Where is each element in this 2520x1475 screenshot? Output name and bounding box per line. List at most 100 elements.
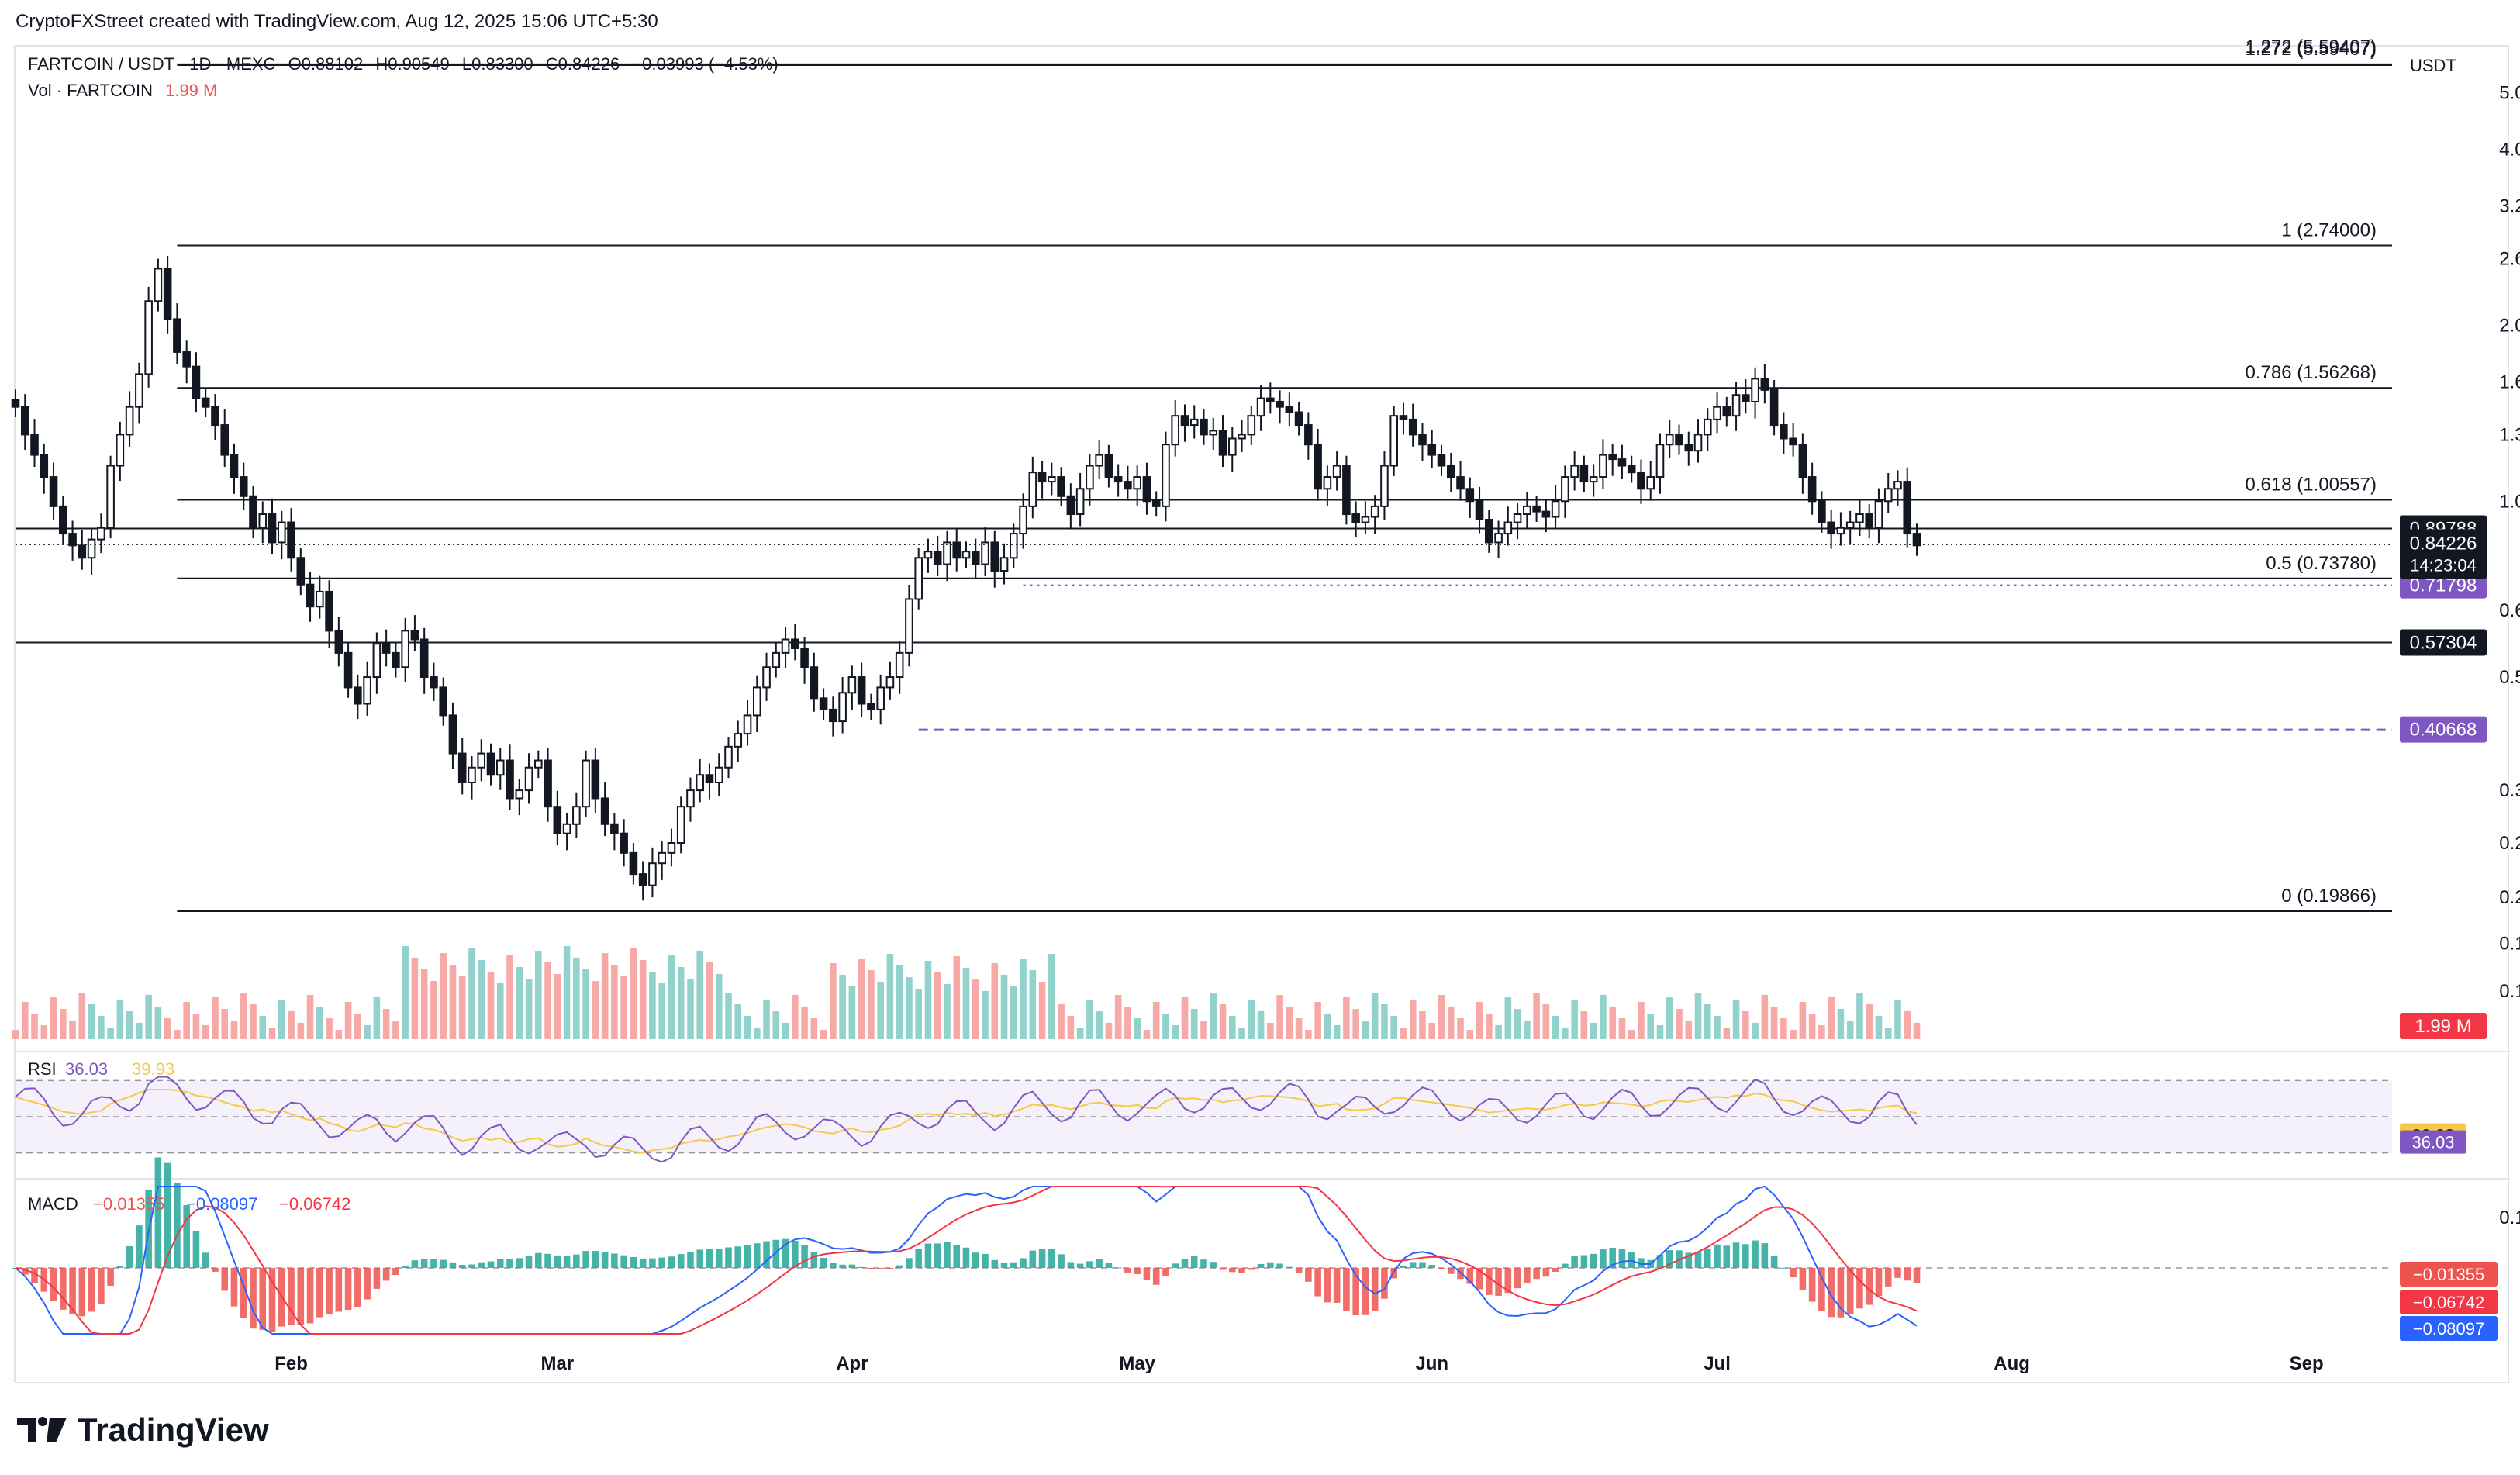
- volume-bar: [1333, 1025, 1341, 1039]
- candle-up: [135, 373, 143, 408]
- macd-label: MACD: [28, 1194, 78, 1214]
- time-axis-label: Feb: [274, 1353, 308, 1374]
- tradingview-brand[interactable]: TradingView: [17, 1411, 269, 1449]
- macd-histogram-bar: [1343, 1268, 1350, 1311]
- macd-histogram-bar: [458, 1265, 466, 1268]
- candle-down: [1722, 406, 1731, 417]
- macd-histogram-bar: [1152, 1268, 1160, 1285]
- macd-histogram-bar: [934, 1243, 941, 1268]
- candle-up: [154, 268, 163, 302]
- volume-bar: [877, 982, 884, 1039]
- macd-histogram-bar: [1067, 1262, 1075, 1268]
- volume-bar: [259, 1016, 267, 1039]
- price-tick-label: 2.60000: [2499, 249, 2520, 270]
- macd-histogram-bar: [725, 1247, 732, 1268]
- volume-bar: [1628, 1030, 1635, 1039]
- macd-histogram-bar: [1714, 1244, 1721, 1268]
- macd-histogram-bar: [886, 1268, 894, 1269]
- chart-canvas[interactable]: 5.00000 4.00000 3.20000 2.60000 2.00000 1.600…: [0, 0, 2520, 1396]
- macd-histogram-bar: [1267, 1262, 1274, 1268]
- fib-level-label: 0.786 (1.56268): [2246, 362, 2377, 383]
- candle-down: [1408, 418, 1417, 436]
- candle-down: [211, 406, 219, 427]
- currency-label[interactable]: USDT: [2410, 56, 2456, 75]
- macd-histogram-bar: [649, 1258, 656, 1268]
- candle-up: [1209, 430, 1218, 436]
- volume-bar: [1314, 1002, 1321, 1039]
- macd-histogram-bar: [639, 1258, 647, 1268]
- volume-bar: [1248, 1000, 1255, 1039]
- volume-bar: [839, 975, 846, 1039]
- macd-histogram-bar: [1143, 1268, 1151, 1280]
- chart-frame: [14, 45, 2509, 1383]
- macd-histogram-bar: [1105, 1263, 1113, 1268]
- candle-down: [600, 797, 609, 825]
- volume-bar: [1618, 1018, 1626, 1039]
- macd-histogram-bar: [1248, 1268, 1255, 1270]
- macd-histogram-bar: [1381, 1268, 1388, 1299]
- macd-histogram-bar: [1114, 1267, 1122, 1269]
- volume-bar: [240, 993, 247, 1039]
- macd-histogram-bar: [316, 1268, 323, 1318]
- volume-value: 1.99 M: [165, 81, 218, 100]
- volume-bar: [107, 1028, 114, 1039]
- macd-histogram-bar: [1305, 1268, 1312, 1282]
- rsi-legend-value: 36.03: [65, 1059, 108, 1079]
- volume-bar: [1324, 1014, 1331, 1039]
- volume-bar: [164, 1018, 171, 1039]
- volume-bar: [392, 1021, 399, 1039]
- macd-histogram-bar: [136, 1225, 143, 1268]
- macd-histogram-bar: [1086, 1261, 1093, 1268]
- volume-bar: [1752, 1023, 1759, 1039]
- volume-bar: [668, 955, 675, 1039]
- volume-bar: [1808, 1014, 1816, 1039]
- candle-down: [1541, 510, 1551, 518]
- candle-down: [1066, 495, 1075, 516]
- macd-hist-legend: −0.01355: [93, 1194, 164, 1214]
- volume-bar: [573, 958, 580, 1039]
- candle-up: [144, 300, 153, 375]
- candle-up: [1855, 513, 1864, 523]
- macd-histogram-bar: [915, 1249, 922, 1268]
- fib-level-label: 1 (2.74000): [2281, 219, 2377, 240]
- candle-down: [1627, 465, 1636, 474]
- candle-up: [1836, 527, 1845, 535]
- volume-bar: [753, 1028, 761, 1039]
- candle-up: [1010, 533, 1018, 559]
- macd-histogram-bar: [344, 1268, 352, 1311]
- candle-up: [999, 557, 1009, 572]
- volume-bar: [1647, 1014, 1655, 1039]
- macd-histogram-bar: [440, 1259, 447, 1268]
- volume-bar: [1305, 1030, 1312, 1039]
- candle-down: [1399, 415, 1408, 420]
- macd-histogram-bar: [630, 1257, 637, 1268]
- macd-histogram-bar: [468, 1264, 475, 1268]
- macd-histogram-bar: [1038, 1249, 1046, 1268]
- macd-tick-label: 0.10000: [2499, 1207, 2520, 1228]
- candle-down: [506, 759, 514, 800]
- candle-down: [1617, 458, 1627, 467]
- volume-label[interactable]: Vol · FARTCOIN: [28, 81, 153, 100]
- candle-down: [1532, 505, 1541, 513]
- macd-histogram-bar: [944, 1242, 951, 1268]
- candle-up: [1494, 533, 1503, 544]
- candle-up: [772, 651, 781, 668]
- candle-up: [981, 541, 989, 565]
- volume-bar: [40, 1025, 48, 1039]
- symbol-label[interactable]: FARTCOIN / USDT · 1D · MEXC: [28, 54, 276, 74]
- price-tick-label: 1.00000: [2499, 491, 2520, 512]
- macd-histogram-bar: [782, 1238, 789, 1268]
- volume-bar: [420, 969, 428, 1039]
- candle-up: [1665, 434, 1674, 446]
- macd-histogram-bar: [535, 1252, 542, 1268]
- candle-up: [258, 513, 268, 529]
- time-axis-label: Sep: [2290, 1353, 2324, 1374]
- volume-bar: [230, 1021, 238, 1039]
- volume-bar: [98, 1016, 105, 1039]
- volume-bar: [496, 983, 504, 1039]
- candle-up: [1883, 488, 1893, 503]
- macd-histogram-bar: [506, 1259, 513, 1268]
- macd-histogram-bar: [107, 1268, 114, 1287]
- candle-down: [952, 541, 961, 559]
- macd-histogram-bar: [1352, 1268, 1359, 1315]
